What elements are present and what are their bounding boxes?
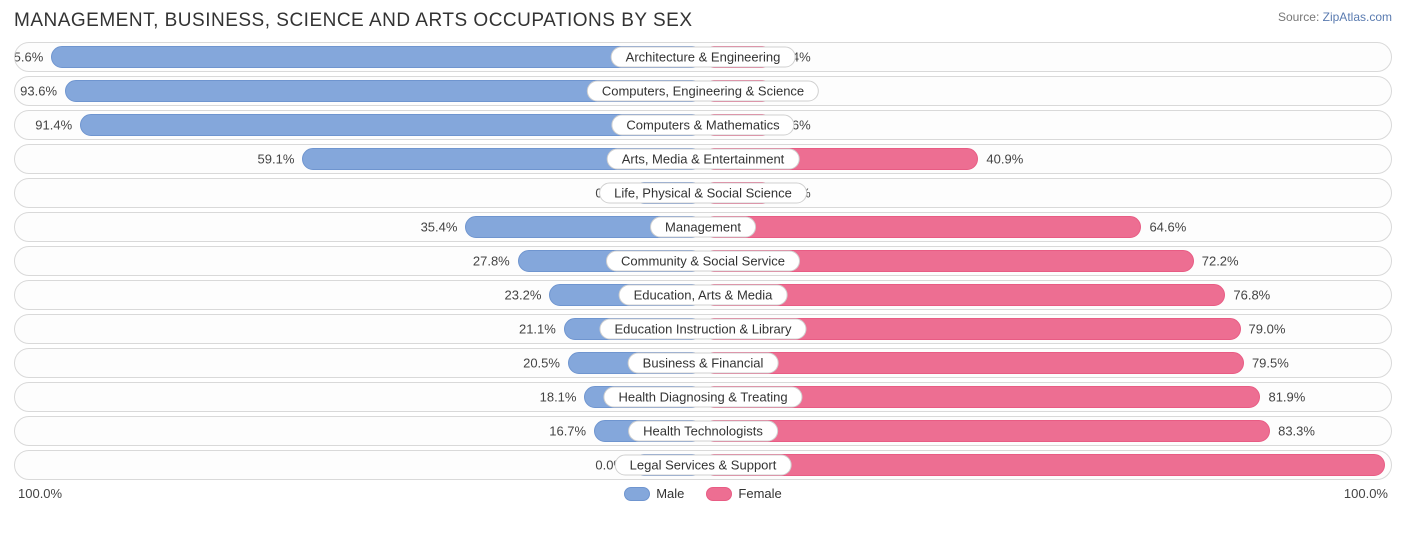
male-pct-label: 93.6% — [20, 84, 57, 99]
female-pct-label: 83.3% — [1278, 424, 1315, 439]
male-pct-label: 59.1% — [258, 152, 295, 167]
male-pct-label: 21.1% — [519, 322, 556, 337]
axis-label-left: 100.0% — [18, 486, 62, 501]
chart-row: 35.4% 64.6% Management — [14, 212, 1392, 242]
female-bar — [703, 216, 1141, 238]
chart-footer: 100.0% Male Female 100.0% — [14, 486, 1392, 501]
female-bar — [703, 352, 1244, 374]
legend: Male Female — [624, 486, 782, 501]
category-label: Legal Services & Support — [615, 455, 792, 476]
category-label: Architecture & Engineering — [611, 47, 796, 68]
category-label: Education, Arts & Media — [619, 285, 788, 306]
category-label: Management — [650, 217, 756, 238]
source-attribution: Source: ZipAtlas.com — [1278, 10, 1392, 24]
legend-item-male: Male — [624, 486, 684, 501]
male-bar — [51, 46, 703, 68]
female-bar — [703, 454, 1385, 476]
female-pct-label: 64.6% — [1149, 220, 1186, 235]
male-bar — [80, 114, 703, 136]
legend-label-male: Male — [656, 486, 684, 501]
category-label: Health Technologists — [628, 421, 778, 442]
axis-label-right: 100.0% — [1344, 486, 1388, 501]
male-pct-label: 23.2% — [505, 288, 542, 303]
male-pct-label: 20.5% — [523, 356, 560, 371]
chart-title: Management, Business, Science and Arts O… — [14, 10, 693, 32]
chart-row: 27.8% 72.2% Community & Social Service — [14, 246, 1392, 276]
legend-label-female: Female — [738, 486, 781, 501]
female-pct-label: 79.5% — [1252, 356, 1289, 371]
category-label: Life, Physical & Social Science — [599, 183, 807, 204]
chart-row: 95.6%4.4%Architecture & Engineering — [14, 42, 1392, 72]
chart-row: 0.0%0.0%Life, Physical & Social Science — [14, 178, 1392, 208]
male-pct-label: 35.4% — [421, 220, 458, 235]
category-label: Education Instruction & Library — [599, 319, 806, 340]
chart-container: Management, Business, Science and Arts O… — [0, 0, 1406, 559]
chart-row: 91.4%8.6%Computers & Mathematics — [14, 110, 1392, 140]
source-label: Source: — [1278, 10, 1319, 24]
female-pct-label: 79.0% — [1249, 322, 1286, 337]
chart-rows: 95.6%4.4%Architecture & Engineering 93.6%… — [14, 42, 1392, 480]
male-pct-label: 91.4% — [35, 118, 72, 133]
header: Management, Business, Science and Arts O… — [14, 10, 1392, 32]
legend-swatch-male — [624, 487, 650, 501]
chart-row: 16.7% 83.3% Health Technologists — [14, 416, 1392, 446]
category-label: Arts, Media & Entertainment — [607, 149, 800, 170]
chart-row: 20.5% 79.5% Business & Financial — [14, 348, 1392, 378]
male-pct-label: 16.7% — [549, 424, 586, 439]
category-label: Health Diagnosing & Treating — [603, 387, 802, 408]
chart-row: 18.1% 81.9% Health Diagnosing & Treating — [14, 382, 1392, 412]
male-pct-label: 27.8% — [473, 254, 510, 269]
category-label: Computers, Engineering & Science — [587, 81, 819, 102]
chart-row: 93.6%6.4%Computers, Engineering & Scienc… — [14, 76, 1392, 106]
category-label: Computers & Mathematics — [611, 115, 794, 136]
category-label: Community & Social Service — [606, 251, 800, 272]
source-value: ZipAtlas.com — [1323, 10, 1392, 24]
category-label: Business & Financial — [628, 353, 779, 374]
female-pct-label: 40.9% — [986, 152, 1023, 167]
female-pct-label: 81.9% — [1268, 390, 1305, 405]
male-pct-label: 95.6% — [14, 50, 43, 65]
legend-item-female: Female — [706, 486, 781, 501]
female-pct-label: 72.2% — [1202, 254, 1239, 269]
chart-row: 59.1% 40.9% Arts, Media & Entertainment — [14, 144, 1392, 174]
female-bar — [703, 420, 1270, 442]
male-pct-label: 18.1% — [540, 390, 577, 405]
female-pct-label: 76.8% — [1233, 288, 1270, 303]
chart-row: 23.2% 76.8% Education, Arts & Media — [14, 280, 1392, 310]
chart-row: 0.0%100.0%Legal Services & Support — [14, 450, 1392, 480]
legend-swatch-female — [706, 487, 732, 501]
chart-row: 21.1% 79.0% Education Instruction & Librar… — [14, 314, 1392, 344]
